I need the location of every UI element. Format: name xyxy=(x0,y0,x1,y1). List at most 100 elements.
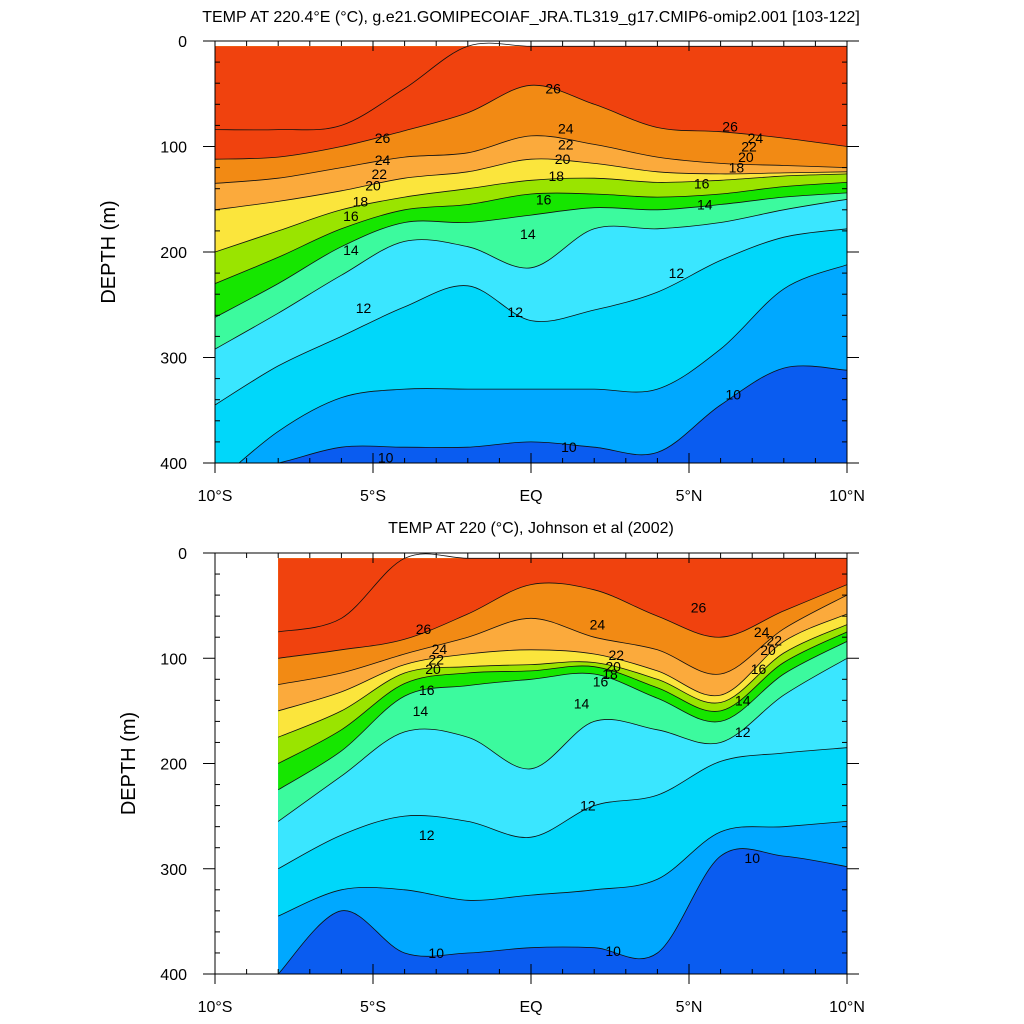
x-tick-label: 10°S xyxy=(198,999,233,1016)
contour-label: 14 xyxy=(697,197,713,213)
contour-label: 26 xyxy=(722,118,738,134)
isotherm-18 xyxy=(278,631,847,764)
contour-label: 16 xyxy=(343,208,359,224)
contour-label: 12 xyxy=(507,304,523,320)
y-tick-label: 200 xyxy=(160,245,187,262)
contour-label: 10 xyxy=(744,850,760,866)
x-tick-label: 10°S xyxy=(198,488,233,505)
contour-label: 22 xyxy=(558,136,574,152)
y-tick-label: 200 xyxy=(160,757,187,774)
contour-label: 26 xyxy=(545,80,561,96)
contour-label: 24 xyxy=(375,152,391,168)
contour-label: 16 xyxy=(536,191,552,207)
contour-label: 14 xyxy=(735,692,751,708)
isotherm-20 xyxy=(278,624,847,738)
contour-label: 16 xyxy=(419,682,435,698)
isotherm-20 xyxy=(215,173,847,253)
contour-label: 10 xyxy=(725,386,741,402)
contour-label: 12 xyxy=(669,265,685,281)
contour-label: 18 xyxy=(602,666,618,682)
contour-label: 18 xyxy=(729,160,745,176)
contour-label: 26 xyxy=(375,130,391,146)
contour-label: 14 xyxy=(574,696,590,712)
temperature-fill-layers xyxy=(215,46,847,463)
contour-label: 22 xyxy=(609,647,625,663)
contour-label: 10 xyxy=(428,945,444,961)
x-tick-label: EQ xyxy=(519,488,542,505)
y-tick-label: 100 xyxy=(160,651,187,668)
x-tick-label: 5°N xyxy=(676,999,703,1016)
isotherm-16 xyxy=(277,641,847,791)
x-tick-label: 5°N xyxy=(676,488,703,505)
contour-label: 20 xyxy=(760,642,776,658)
fill-band-27 xyxy=(215,46,847,160)
panel-model: TEMP AT 220.4°E (°C), g.e21.GOMIPECOIAF_… xyxy=(98,9,865,505)
contour-label: 26 xyxy=(691,600,707,616)
x-tick-label: EQ xyxy=(519,999,542,1016)
contour-label: 18 xyxy=(353,193,369,209)
contour-label: 22 xyxy=(372,166,388,182)
isotherm-11 xyxy=(238,264,847,463)
contour-label: 24 xyxy=(590,617,606,633)
contour-label: 20 xyxy=(555,151,571,167)
contour-label: 24 xyxy=(748,130,764,146)
contour-label: 16 xyxy=(694,175,710,191)
isotherm-12 xyxy=(215,228,847,406)
isotherm-22 xyxy=(215,158,847,211)
contour-label: 12 xyxy=(735,724,751,740)
contour-label: 20 xyxy=(738,149,754,165)
panel-observations: TEMP AT 220 (°C), Johnson et al (2002) D… xyxy=(118,520,865,1016)
panel-title: TEMP AT 220.4°E (°C), g.e21.GOMIPECOIAF_… xyxy=(202,9,860,26)
y-tick-label: 300 xyxy=(160,351,187,368)
isotherm-26 xyxy=(278,582,847,659)
y-axis-label: DEPTH (m) xyxy=(98,200,120,303)
x-tick-label: 5°S xyxy=(360,999,386,1016)
contour-label: 22 xyxy=(428,651,444,667)
isotherm-10 xyxy=(276,365,847,463)
isotherm-27 xyxy=(215,42,847,131)
contour-label: 20 xyxy=(365,178,381,194)
contour-label: 12 xyxy=(419,827,435,843)
isotherm-24 xyxy=(215,135,847,184)
isotherm-lines xyxy=(277,553,847,974)
contour-label: 10 xyxy=(378,450,394,466)
y-tick-label: 400 xyxy=(160,456,187,473)
isotherm-26 xyxy=(215,84,847,160)
isotherm-27 xyxy=(278,553,847,633)
contour-label: 14 xyxy=(343,242,359,258)
isotherm-24 xyxy=(278,594,847,685)
contour-label: 20 xyxy=(425,661,441,677)
x-tick-label: 5°S xyxy=(360,488,386,505)
y-tick-label: 400 xyxy=(160,967,187,984)
contour-label: 12 xyxy=(356,300,372,316)
x-tick-label: 10°N xyxy=(829,488,865,505)
isotherm-18 xyxy=(215,182,847,284)
isotherm-14 xyxy=(215,198,847,350)
temperature-fill-layers xyxy=(278,558,847,974)
contour-label: 18 xyxy=(548,168,564,184)
isotherm-16 xyxy=(215,192,847,318)
contour-label: 10 xyxy=(605,943,621,959)
isotherm-14 xyxy=(277,657,847,822)
contour-label: 22 xyxy=(767,632,783,648)
y-tick-label: 0 xyxy=(178,546,187,563)
contour-labels: 2624222016141210242220181614121026242220… xyxy=(413,600,783,961)
isotherm-12 xyxy=(278,747,847,870)
contour-label: 10 xyxy=(561,439,577,455)
y-axis-label: DEPTH (m) xyxy=(118,712,140,815)
isotherm-11 xyxy=(278,821,847,917)
axes: 10°S 5°S EQ 5°N 10°N 0 100 200 300 400 xyxy=(160,34,865,505)
contour-label: 14 xyxy=(413,703,429,719)
contour-label: 24 xyxy=(754,624,770,640)
contour-label: 12 xyxy=(580,798,596,814)
x-tick-label: 10°N xyxy=(829,999,865,1016)
contour-label: 22 xyxy=(741,139,757,155)
axes: 10°S 5°S EQ 5°N 10°N 0 100 200 300 400 xyxy=(160,546,865,1016)
isotherm-10 xyxy=(277,848,847,974)
contour-label: 26 xyxy=(416,621,432,637)
y-tick-label: 100 xyxy=(160,140,187,157)
y-tick-label: 0 xyxy=(178,34,187,51)
contour-labels: 2624222018161412102624222018161412102624… xyxy=(343,80,764,466)
fill-band-27 xyxy=(278,558,847,659)
